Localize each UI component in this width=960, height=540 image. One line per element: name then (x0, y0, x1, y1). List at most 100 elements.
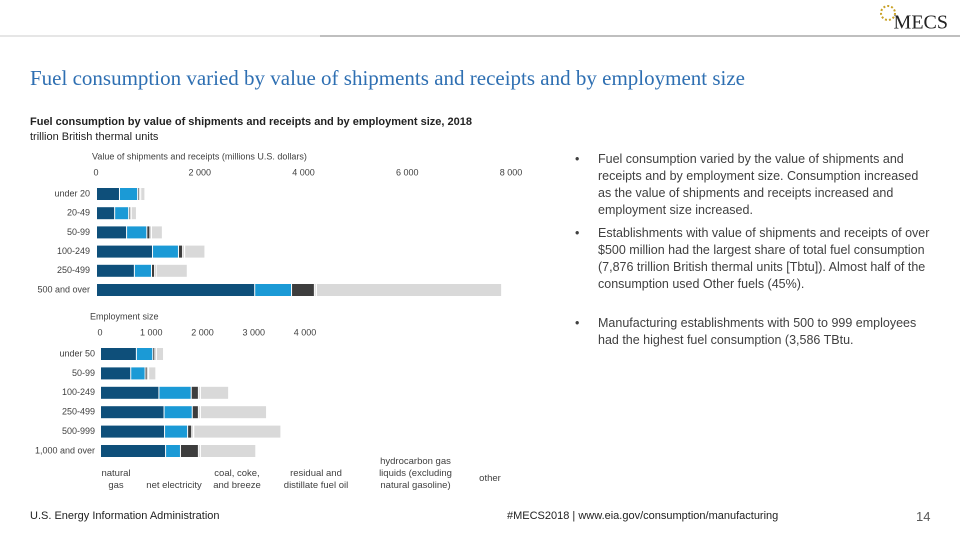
logo-gear (880, 5, 896, 21)
chart-title: Fuel consumption by value of shipments a… (30, 116, 472, 128)
bar-segment: natural gas (97, 207, 115, 220)
bar-segment (198, 406, 200, 419)
bar-segment (101, 367, 131, 380)
bar-segment: coal, coke, and breeze (151, 264, 155, 277)
bar-segment (200, 406, 267, 419)
bar-segment (192, 406, 198, 419)
logo: MECS (894, 12, 948, 34)
bar-segment (198, 386, 200, 399)
bar-segment: other (131, 207, 136, 220)
bar-segment (149, 367, 156, 380)
bar-segment (101, 406, 164, 419)
legend-entry: net electricity (146, 480, 202, 491)
slide-title: Fuel consumption varied by value of ship… (30, 66, 745, 90)
bar-segment (198, 445, 200, 457)
legend-entry: hydrocarbon gas liquids (excluding natur… (379, 456, 452, 491)
category-label: 1,000 and over (35, 445, 95, 455)
category-label: 50-99 (72, 368, 95, 378)
bar-segment (165, 425, 188, 438)
bar-segment: hydrocarbon gas liquids (excluding natur… (140, 188, 141, 200)
bar-segment (101, 445, 166, 457)
bar-segment: hydrocarbon gas liquids (excluding natur… (183, 245, 185, 258)
bar-segment (199, 445, 200, 457)
bullet-dot: • (575, 152, 580, 166)
bullet: • Manufacturing establishments with 500 t… (575, 315, 930, 349)
bar-segment (131, 367, 145, 380)
bar-segment: net electricity (127, 226, 147, 239)
bar-segment: net electricity (153, 245, 178, 258)
x-tick-label: 0 (93, 167, 98, 177)
bar-segment (199, 386, 200, 399)
legend-entry: coal, coke, and breeze (213, 468, 261, 491)
bullet-text: Establishments with value of shipments a… (598, 226, 930, 291)
page-number: 14 (916, 509, 931, 524)
category-label: 100-249 (57, 246, 90, 256)
bar-segment (192, 425, 194, 438)
legend-entry: residual and distillate fuel oil (283, 468, 349, 491)
bar-segment: net electricity (115, 207, 129, 220)
bar-segment (155, 348, 157, 360)
bar-segment (180, 445, 198, 457)
footer-link: #MECS2018 | www.eia.gov/consumption/manu… (507, 510, 779, 522)
bar-segment: residual and distillate fuel oil (130, 207, 131, 220)
chart-subtitle: trillion British thermal units (30, 131, 159, 143)
bar-segment: coal, coke, and breeze (147, 226, 150, 239)
bar-segment: natural gas (97, 188, 119, 200)
category-label: 250-499 (62, 407, 95, 417)
bar-segment (148, 367, 149, 380)
bar-segment: net electricity (134, 264, 151, 277)
bullet: • Fuel consumption varied by the value of… (575, 151, 930, 219)
category-label: 500-999 (62, 426, 95, 436)
category-label: 50-99 (67, 227, 90, 237)
bar-segment (147, 367, 149, 380)
bar-segment (200, 386, 229, 399)
bar-segment (101, 348, 136, 360)
bar-segment (101, 386, 159, 399)
bar-segment: other (141, 188, 145, 200)
bar-segment: other (185, 245, 205, 258)
bar-segment (156, 348, 164, 360)
bar-segment (188, 425, 192, 438)
x-axis-label: Employment size (90, 311, 159, 321)
bar-segment: natural gas (97, 226, 127, 239)
bar-segment: other (151, 226, 162, 239)
x-tick-label: 2 000 (191, 327, 214, 337)
x-tick-label: 2 000 (188, 167, 211, 177)
bar-segment: coal, coke, and breeze (292, 284, 314, 296)
bullet-dot: • (575, 226, 580, 240)
bar-segment: residual and distillate fuel oil (155, 264, 156, 277)
category-label: 100-249 (62, 387, 95, 397)
bar-segment: hydrocarbon gas liquids (excluding natur… (150, 226, 152, 239)
bar-segment: coal, coke, and breeze (178, 245, 183, 258)
bar-segment: net electricity (119, 188, 138, 200)
bar-segment (153, 348, 155, 360)
bar-segment: hydrocarbon gas liquids (excluding natur… (315, 284, 316, 296)
bar-segment (101, 425, 165, 438)
x-tick-label: 4 000 (294, 327, 317, 337)
x-tick-label: 6 000 (396, 167, 419, 177)
bar-segment (159, 386, 191, 399)
bullet-text: Manufacturing establishments with 500 to… (598, 316, 917, 347)
bar-segment (136, 348, 153, 360)
bar-segment: hydrocarbon gas liquids (excluding natur… (130, 207, 132, 220)
bar-segment: natural gas (97, 245, 153, 258)
category-label: 20-49 (67, 208, 90, 218)
category-label: 250-499 (57, 265, 90, 275)
bar-segment (145, 367, 147, 380)
bullet-dot: • (575, 316, 580, 330)
bar-segment (194, 425, 281, 438)
footer-source: U.S. Energy Information Administration (30, 510, 220, 522)
x-tick-label: 8 000 (500, 167, 523, 177)
bar-segment (191, 386, 198, 399)
bar-segment (199, 406, 200, 419)
bar-segment: other (156, 264, 187, 277)
bullet-text: Fuel consumption varied by the value of … (598, 152, 919, 217)
bar-segment (200, 445, 256, 457)
bar-segment: natural gas (97, 264, 134, 277)
bar-segment (155, 348, 156, 360)
bar-segment: net electricity (255, 284, 292, 296)
bar-segment: coal, coke, and breeze (138, 188, 139, 200)
bullet: • Establishments with value of shipments … (575, 225, 930, 293)
